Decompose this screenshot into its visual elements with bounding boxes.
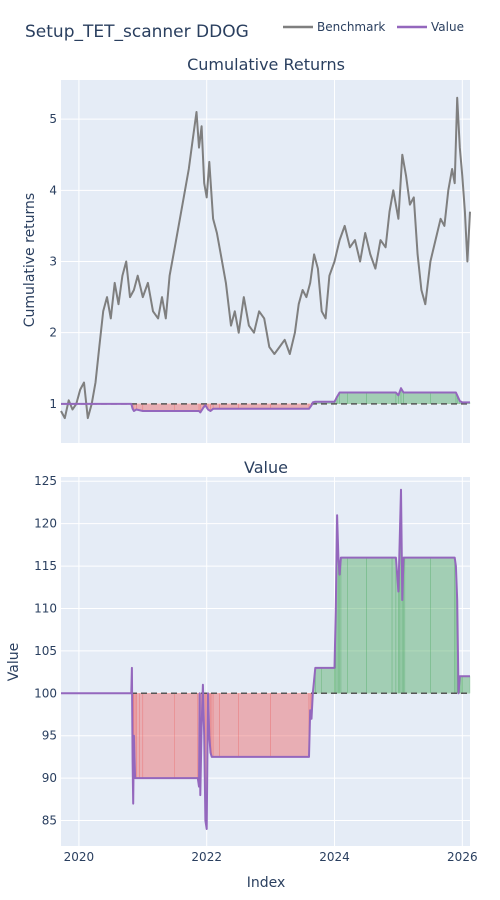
- cumulative-returns-gain-fill: [347, 392, 367, 405]
- legend-item-benchmark[interactable]: Benchmark: [283, 20, 385, 34]
- value-gain-fill: [315, 667, 322, 694]
- value-y-tick-label: 120: [34, 517, 57, 531]
- cumulative-returns-gain-fill: [366, 392, 397, 405]
- cumulative-returns-y-tick-label: 5: [49, 112, 57, 126]
- cumulative-returns-fills: [130, 387, 471, 414]
- value-x-tick-label: 2022: [191, 850, 222, 864]
- cumulative-returns-gain-fill: [430, 392, 457, 405]
- figure-title: Setup_TET_scanner DDOG: [25, 22, 249, 42]
- cumulative-returns-y-tick-label: 3: [49, 255, 57, 269]
- value-lines: [61, 488, 470, 830]
- value-x-tick-label: 2024: [319, 850, 350, 864]
- value-y-axis-label: Value: [6, 643, 22, 681]
- value-gain-fill: [462, 676, 471, 694]
- legend-label-benchmark: Benchmark: [317, 20, 385, 34]
- value-y-tick-label: 110: [34, 601, 57, 615]
- cumulative-returns-y-tick-label: 4: [49, 183, 57, 197]
- value-y-tick-label: 115: [34, 559, 57, 573]
- value-gain-fill: [391, 557, 397, 694]
- value-y-ticks: 85 90 95 100 105 110 115 120 125: [34, 474, 57, 827]
- value-loss-fill: [219, 693, 239, 758]
- value-gain-fill: [430, 557, 455, 694]
- value-y-tick-label: 85: [42, 814, 57, 828]
- cumulative-returns-title: Cumulative Returns: [187, 55, 345, 74]
- cumulative-returns-lines: [60, 96, 471, 420]
- legend-item-value[interactable]: Value: [397, 20, 464, 34]
- value-y-tick-label: 125: [34, 474, 57, 488]
- value-y-tick-label: 90: [42, 771, 57, 785]
- value-gain-fill: [404, 557, 431, 694]
- value-y-tick-label: 95: [42, 729, 57, 743]
- cumulative-returns-gain-fill: [403, 392, 431, 405]
- value-x-ticks: 2020 2022 2024 2026: [64, 850, 478, 864]
- cumulative-returns-series-value: [61, 387, 470, 414]
- value-y-tick-label: 105: [34, 644, 57, 658]
- value-loss-fill: [212, 693, 220, 758]
- cumulative-returns-y-ticks: 1 2 3 4 5: [49, 112, 57, 411]
- value-gain-fill: [347, 557, 367, 694]
- cumulative-returns-y-tick-label: 1: [49, 397, 57, 411]
- cumulative-returns-y-tick-label: 2: [49, 326, 57, 340]
- value-loss-fill: [142, 693, 176, 779]
- value-gain-fill: [321, 667, 335, 694]
- cumulative-returns-series-benchmark: [60, 96, 471, 420]
- value-gain-fill: [366, 557, 393, 694]
- cumulative-returns-loss-fill: [174, 403, 200, 412]
- cumulative-returns-y-axis-label: Cumulative returns: [22, 193, 38, 327]
- value-gain-fill: [340, 557, 348, 694]
- cumulative-returns-panel: Cumulative Returns 1 2 3 4 5 Cumulative retu…: [22, 55, 471, 443]
- cumulative-returns-gain-fill: [339, 392, 348, 405]
- x-axis-label: Index: [247, 875, 286, 891]
- value-series-value: [61, 488, 470, 830]
- legend[interactable]: Benchmark Value: [283, 20, 464, 34]
- value-loss-fill: [270, 693, 310, 758]
- value-loss-fill: [238, 693, 271, 758]
- cumulative-returns-loss-fill: [142, 403, 176, 412]
- value-x-tick-label: 2026: [447, 850, 478, 864]
- value-title: Value: [244, 458, 288, 477]
- value-loss-fill: [139, 693, 144, 779]
- value-y-tick-label: 100: [34, 686, 57, 700]
- value-loss-fill: [174, 693, 199, 779]
- legend-label-value: Value: [431, 20, 464, 34]
- value-loss-fill: [136, 693, 140, 779]
- value-x-tick-label: 2020: [64, 850, 95, 864]
